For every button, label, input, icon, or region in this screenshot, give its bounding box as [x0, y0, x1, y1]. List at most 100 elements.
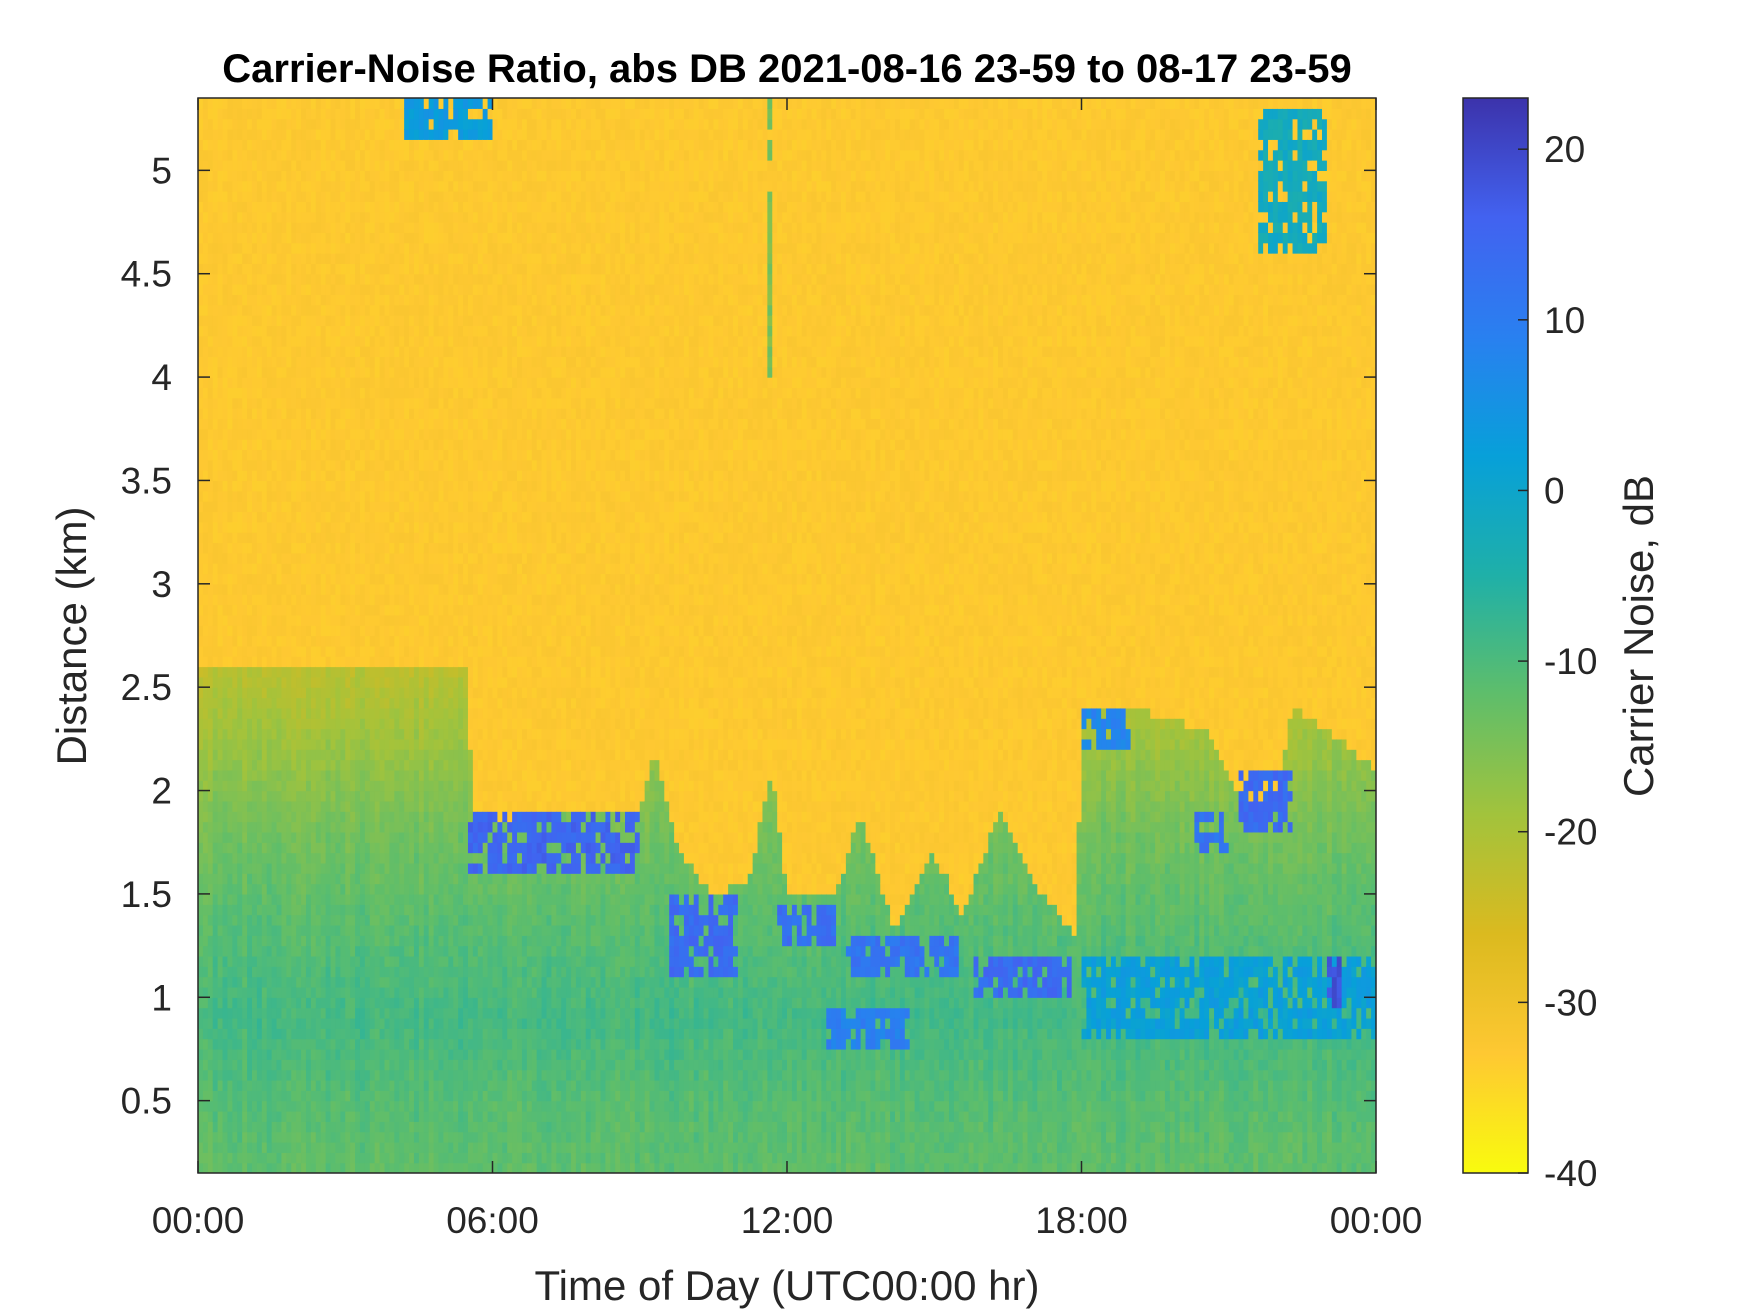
heatmap-cell	[404, 853, 410, 864]
heatmap-cell	[306, 356, 312, 367]
heatmap-cell	[385, 615, 391, 626]
heatmap-cell	[218, 222, 224, 233]
heatmap-cell	[232, 98, 238, 109]
heatmap-cell	[345, 170, 351, 181]
heatmap-cell	[394, 801, 400, 812]
heatmap-cell	[277, 232, 283, 243]
heatmap-cell	[331, 729, 337, 740]
heatmap-cell	[223, 1090, 229, 1101]
heatmap-cell	[389, 449, 395, 460]
heatmap-cell	[232, 1121, 238, 1132]
heatmap-cell	[203, 708, 209, 719]
heatmap-cell	[394, 1101, 400, 1112]
heatmap-cell	[281, 708, 287, 719]
heatmap-cell	[296, 1111, 302, 1122]
heatmap-cell	[419, 1111, 425, 1122]
heatmap-cell	[355, 243, 361, 254]
heatmap-cell	[335, 718, 341, 729]
heatmap-cell	[345, 1090, 351, 1101]
heatmap-cell	[247, 181, 253, 192]
heatmap-cell	[252, 656, 258, 667]
heatmap-cell	[409, 708, 415, 719]
heatmap-cell	[340, 729, 346, 740]
heatmap-cell	[247, 822, 253, 833]
heatmap-cell	[262, 542, 268, 553]
heatmap-cell	[375, 584, 381, 595]
heatmap-cell	[227, 604, 233, 615]
heatmap-cell	[208, 1152, 214, 1163]
heatmap-cell	[326, 170, 332, 181]
heatmap-cell	[385, 418, 391, 429]
heatmap-cell	[198, 573, 204, 584]
heatmap-cell	[340, 470, 346, 481]
heatmap-cell	[370, 1121, 376, 1132]
heatmap-cell	[252, 894, 258, 905]
heatmap-cell	[296, 1008, 302, 1019]
heatmap-cell	[311, 480, 317, 491]
heatmap-cell	[399, 884, 405, 895]
heatmap-cell	[227, 842, 233, 853]
heatmap-cell	[218, 729, 224, 740]
heatmap-cell	[281, 563, 287, 574]
heatmap-cell	[237, 305, 243, 316]
heatmap-cell	[355, 542, 361, 553]
heatmap-cell	[365, 460, 371, 471]
heatmap-cell	[291, 191, 297, 202]
heatmap-cell	[223, 915, 229, 926]
heatmap-cell	[267, 108, 273, 119]
heatmap-cell	[232, 646, 238, 657]
heatmap-cell	[198, 925, 204, 936]
heatmap-cell	[335, 1080, 341, 1091]
heatmap-cell	[218, 884, 224, 895]
heatmap-cell	[335, 573, 341, 584]
heatmap-cell	[213, 377, 219, 388]
heatmap-cell	[237, 946, 243, 957]
heatmap-cell	[291, 119, 297, 130]
heatmap-cell	[286, 253, 292, 264]
heatmap-cell	[335, 904, 341, 915]
heatmap-cell	[291, 966, 297, 977]
heatmap-cell	[208, 480, 214, 491]
heatmap-cell	[291, 160, 297, 171]
heatmap-cell	[335, 625, 341, 636]
heatmap-cell	[394, 181, 400, 192]
heatmap-cell	[257, 625, 263, 636]
heatmap-cell	[252, 884, 258, 895]
heatmap-cell	[385, 294, 391, 305]
heatmap-cell	[424, 129, 430, 140]
heatmap-cell	[316, 925, 322, 936]
heatmap-cell	[213, 677, 219, 688]
heatmap-cell	[257, 853, 263, 864]
heatmap-cell	[335, 243, 341, 254]
heatmap-cell	[375, 98, 381, 109]
heatmap-cell	[321, 873, 327, 884]
heatmap-cell	[389, 604, 395, 615]
heatmap-cell	[208, 584, 214, 595]
heatmap-cell	[419, 884, 425, 895]
heatmap-cell	[404, 542, 410, 553]
heatmap-cell	[409, 739, 415, 750]
heatmap-cell	[227, 491, 233, 502]
heatmap-cell	[399, 770, 405, 781]
heatmap-cell	[380, 418, 386, 429]
heatmap-cell	[326, 801, 332, 812]
heatmap-cell	[414, 822, 420, 833]
heatmap-cell	[267, 791, 273, 802]
heatmap-cell	[394, 915, 400, 926]
heatmap-cell	[277, 160, 283, 171]
heatmap-cell	[414, 594, 420, 605]
heatmap-cell	[380, 501, 386, 512]
heatmap-cell	[321, 584, 327, 595]
heatmap-cell	[394, 946, 400, 957]
heatmap-cell	[311, 294, 317, 305]
heatmap-cell	[429, 243, 435, 254]
heatmap-cell	[389, 336, 395, 347]
heatmap-cell	[227, 915, 233, 926]
heatmap-cell	[208, 1070, 214, 1081]
heatmap-cell	[272, 294, 278, 305]
heatmap-cell	[272, 129, 278, 140]
heatmap-cell	[365, 367, 371, 378]
heatmap-cell	[414, 1018, 420, 1029]
heatmap-cell	[242, 274, 248, 285]
heatmap-cell	[223, 201, 229, 212]
